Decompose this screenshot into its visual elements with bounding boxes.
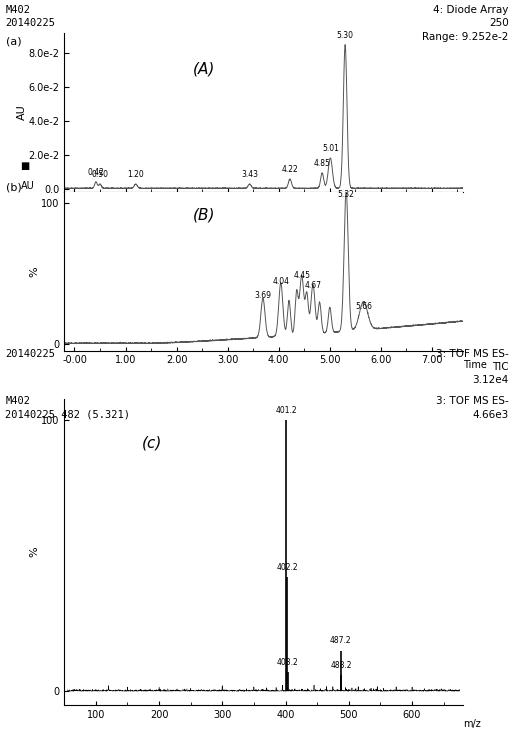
Text: (c): (c) <box>142 435 162 450</box>
Text: 3: TOF MS ES-
4.66e3: 3: TOF MS ES- 4.66e3 <box>436 396 509 419</box>
Text: 5.30: 5.30 <box>337 31 354 40</box>
Text: 403.2: 403.2 <box>277 658 299 667</box>
Y-axis label: %: % <box>30 266 40 277</box>
Text: ■: ■ <box>21 161 30 171</box>
Text: 1.20: 1.20 <box>127 170 144 179</box>
Text: (a): (a) <box>7 36 22 46</box>
Text: 4.22: 4.22 <box>282 165 298 174</box>
Text: 4.04: 4.04 <box>272 277 289 286</box>
Text: M402
20140225 482 (5.321): M402 20140225 482 (5.321) <box>5 396 130 419</box>
Text: (b): (b) <box>7 182 22 193</box>
Text: 0.50: 0.50 <box>91 170 108 179</box>
Text: 0.42: 0.42 <box>87 168 104 177</box>
Text: 4.67: 4.67 <box>304 281 321 290</box>
Text: 3.69: 3.69 <box>254 291 271 300</box>
Text: 488.2: 488.2 <box>331 661 352 669</box>
Text: (A): (A) <box>192 62 215 77</box>
Y-axis label: %: % <box>30 546 40 557</box>
Text: (B): (B) <box>192 208 215 223</box>
Text: 4.45: 4.45 <box>293 272 310 280</box>
Text: 5.01: 5.01 <box>322 144 339 153</box>
Text: Time: Time <box>464 360 487 370</box>
Text: 402.2: 402.2 <box>276 563 298 572</box>
Text: 4: Diode Array
250
Range: 9.252e-2: 4: Diode Array 250 Range: 9.252e-2 <box>423 5 509 41</box>
Y-axis label: AU: AU <box>17 105 27 120</box>
Text: M402
20140225: M402 20140225 <box>5 5 55 28</box>
Text: 3.43: 3.43 <box>241 170 258 179</box>
Text: 5.32: 5.32 <box>338 190 355 199</box>
Text: 487.2: 487.2 <box>330 636 352 645</box>
Text: 5.66: 5.66 <box>355 303 372 311</box>
Text: 3: TOF MS ES-
TIC
3.12e4: 3: TOF MS ES- TIC 3.12e4 <box>436 349 509 385</box>
Text: 4.85: 4.85 <box>314 159 331 168</box>
Text: 20140225: 20140225 <box>5 349 55 359</box>
Text: 401.2: 401.2 <box>276 406 297 415</box>
Text: m/z: m/z <box>464 719 481 728</box>
Text: AU: AU <box>21 181 34 191</box>
